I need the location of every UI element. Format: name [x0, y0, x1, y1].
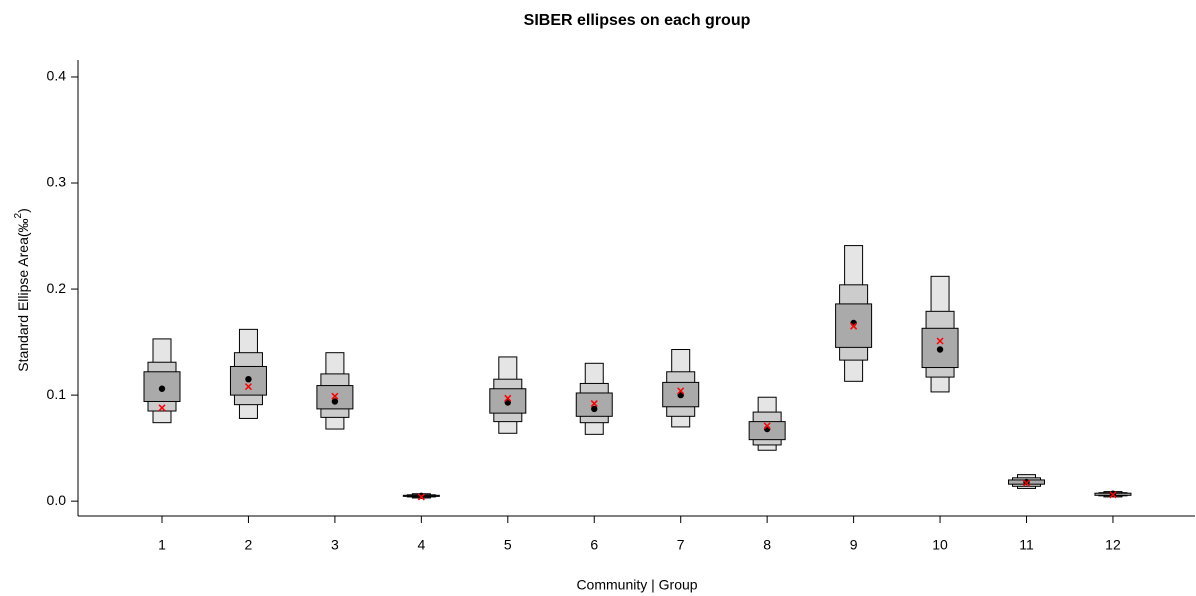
x-tick-label: 8 [763, 537, 771, 553]
interval-box [921, 327, 959, 369]
y-axis-label-sup: 2 [13, 212, 24, 218]
x-tick-label: 12 [1105, 537, 1121, 553]
ml-estimate [417, 493, 425, 501]
x-tick-label: 4 [417, 537, 425, 553]
x-tick-label: 6 [590, 537, 598, 553]
x-tick-label: 5 [504, 537, 512, 553]
ml-estimate [590, 400, 598, 408]
y-tick-label: 0.4 [47, 68, 67, 84]
mode-point [158, 385, 166, 392]
mode-point [591, 405, 598, 413]
x-tick-label: 10 [932, 537, 948, 553]
x-tick-label: 3 [331, 537, 339, 553]
y-tick-label: 0.2 [47, 280, 67, 296]
x-axis-label: Community | Group [576, 577, 697, 593]
ml-estimate [936, 337, 944, 345]
x-tick-label: 11 [1019, 537, 1034, 553]
ml-estimate [677, 387, 685, 395]
chart-title: SIBER ellipses on each group [524, 12, 751, 29]
y-tick-label: 0.3 [47, 174, 67, 190]
x-tick-label: 9 [850, 537, 858, 553]
mode-point [331, 398, 339, 405]
ml-estimate [504, 394, 512, 402]
x-tick-label: 2 [245, 537, 253, 553]
ml-estimate [331, 392, 339, 400]
mode-point [245, 376, 252, 383]
interval-box [229, 365, 267, 396]
ml-estimate [1109, 491, 1117, 499]
x-tick-label: 1 [158, 537, 166, 553]
ml-estimate [158, 404, 166, 412]
x-tick-label: 7 [677, 537, 685, 553]
ml-estimate [1022, 479, 1031, 487]
y-axis-label: Standard Ellipse Area(‰2) [13, 208, 31, 372]
ml-estimate [850, 322, 858, 330]
ml-estimate [763, 422, 771, 430]
y-axis-label-end: ) [15, 208, 31, 213]
y-tick-label: 0.0 [47, 492, 67, 508]
mode-point [936, 346, 944, 353]
y-tick-label: 0.1 [47, 386, 67, 402]
y-axis-label-main: Standard Ellipse Area(‰ [15, 218, 31, 371]
ml-estimate [244, 383, 252, 391]
